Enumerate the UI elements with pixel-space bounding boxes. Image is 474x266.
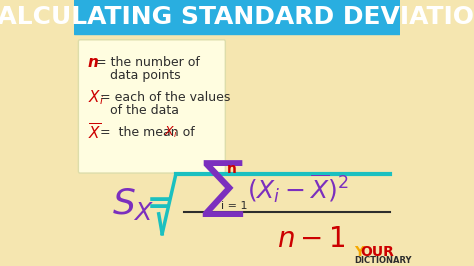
Text: =: = [146, 189, 172, 218]
Text: n: n [88, 55, 99, 70]
Text: $X_i$: $X_i$ [88, 88, 104, 107]
Bar [74, 0, 400, 34]
Text: $\sum$: $\sum$ [201, 159, 245, 219]
FancyBboxPatch shape [78, 40, 225, 173]
Text: $n - 1$: $n - 1$ [277, 225, 346, 253]
Text: n: n [227, 162, 237, 176]
Text: $(X_i - \overline{X})^2$: $(X_i - \overline{X})^2$ [247, 173, 349, 205]
Text: DICTIONARY: DICTIONARY [355, 256, 412, 265]
Text: i = 1: i = 1 [221, 201, 248, 211]
Text: = the number of: = the number of [96, 56, 200, 69]
Text: =  the mean of: = the mean of [100, 126, 199, 139]
Text: = each of the values: = each of the values [100, 91, 231, 104]
Text: data points: data points [110, 69, 181, 82]
Text: OUR: OUR [360, 245, 394, 259]
Text: Y: Y [355, 245, 365, 259]
Text: $X_i$: $X_i$ [164, 125, 178, 140]
Text: of the data: of the data [110, 104, 179, 117]
Text: $S_X$: $S_X$ [112, 186, 155, 222]
Text: $\overline{X}$: $\overline{X}$ [88, 122, 101, 142]
Text: CALCULATING STANDARD DEVIATION: CALCULATING STANDARD DEVIATION [0, 5, 474, 29]
